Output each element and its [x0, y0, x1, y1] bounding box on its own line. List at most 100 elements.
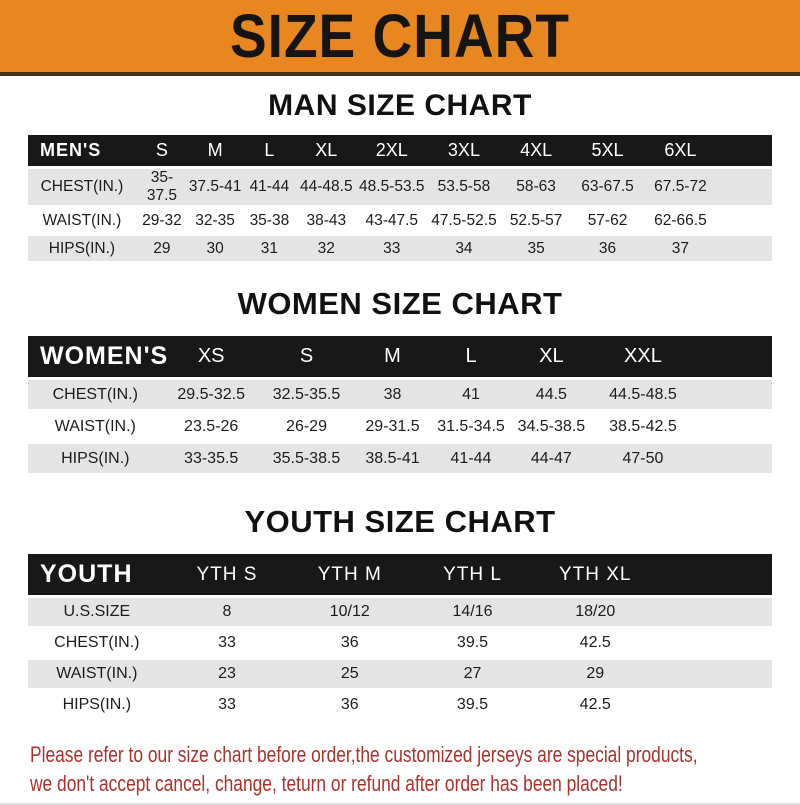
row-spacer [717, 208, 772, 233]
row-label: CHEST(IN.) [28, 629, 166, 657]
size-cell: 36 [288, 629, 412, 657]
size-cell: 25 [288, 660, 412, 688]
size-cell: 31.5-34.5 [431, 412, 511, 441]
table-row: CHEST(IN.) 33 36 39.5 42.5 [28, 629, 772, 657]
youth-size-chart-table: YOUTH YTH S YTH M YTH L YTH XL U.S.SIZE 8 10/12… [28, 551, 772, 722]
size-cell: 67.5-72 [643, 169, 718, 205]
size-cell: 29-32 [135, 208, 188, 233]
size-cell: 38.5-42.5 [592, 412, 694, 441]
table-row: WAIST(IN.) 23 25 27 29 [28, 660, 772, 688]
section-heading: YOUTH SIZE CHART [244, 504, 556, 539]
size-cell: 63-67.5 [571, 169, 644, 205]
table-row: HIPS(IN.) 33 36 39.5 42.5 [28, 691, 772, 719]
row-label: HIPS(IN.) [28, 444, 163, 473]
banner: SIZE CHART [0, 0, 800, 76]
banner-title: SIZE CHART [230, 0, 570, 71]
size-cell: 58-63 [500, 169, 572, 205]
size-cell: 29-31.5 [353, 412, 432, 441]
women-size-chart-table: WOMEN'S XS S M L XL XXL CHEST(IN.) 29.5-32.5 32.5… [28, 333, 772, 476]
size-cell: 35-38 [242, 208, 297, 233]
size-cell: 33 [356, 236, 428, 261]
size-cell: 38 [353, 380, 432, 409]
row-spacer [656, 691, 772, 719]
row-label: HIPS(IN.) [28, 236, 136, 261]
table-header: MEN'S S M L XL 2XL 3XL 4XL 5XL 6XL [28, 135, 772, 166]
group-label: MEN'S [28, 135, 136, 166]
size-cell: 23 [165, 660, 289, 688]
group-label: YOUTH [28, 554, 166, 595]
size-cell: 35 [500, 236, 572, 261]
column-header: 6XL [643, 135, 718, 166]
size-cell: 32-35 [187, 208, 243, 233]
size-cell: 48.5-53.5 [356, 169, 428, 205]
row-spacer [693, 412, 772, 441]
column-header: XL [296, 135, 357, 166]
column-header: 5XL [571, 135, 644, 166]
size-cell: 8 [165, 598, 289, 626]
size-cell: 44.5-48.5 [592, 380, 694, 409]
size-cell: 34 [427, 236, 501, 261]
size-cell: 47.5-52.5 [427, 208, 501, 233]
size-cell: 35-37.5 [135, 169, 188, 205]
man-size-chart-table: MEN'S S M L XL 2XL 3XL 4XL 5XL 6XL CHEST(IN.) 35-37… [28, 132, 772, 264]
size-cell: 23.5-26 [162, 412, 260, 441]
size-cell: 39.5 [411, 691, 534, 719]
column-header: L [242, 135, 297, 166]
row-label: WAIST(IN.) [28, 660, 166, 688]
size-cell: 41-44 [431, 444, 511, 473]
size-cell: 44-47 [510, 444, 593, 473]
section-heading: MAN SIZE CHART [268, 89, 532, 122]
row-label: WAIST(IN.) [28, 208, 136, 233]
row-label: CHEST(IN.) [28, 380, 163, 409]
size-cell: 62-66.5 [643, 208, 718, 233]
size-cell: 32.5-35.5 [259, 380, 354, 409]
header-spacer [656, 554, 772, 595]
column-header: 4XL [500, 135, 572, 166]
size-cell: 33 [165, 629, 289, 657]
size-cell: 32 [296, 236, 357, 261]
size-cell: 27 [411, 660, 534, 688]
row-spacer [656, 598, 772, 626]
column-header: 2XL [356, 135, 428, 166]
row-spacer [717, 236, 772, 261]
size-cell: 44-48.5 [296, 169, 357, 205]
size-cell: 14/16 [411, 598, 534, 626]
notice-line-1: Please refer to our size chart before or… [30, 742, 698, 767]
row-label: U.S.SIZE [28, 598, 166, 626]
size-cell: 42.5 [533, 629, 657, 657]
header-row: YOUTH YTH S YTH M YTH L YTH XL [28, 554, 772, 595]
table-row: HIPS(IN.) 29 30 31 32 33 34 35 36 37 [28, 236, 772, 261]
size-cell: 26-29 [259, 412, 354, 441]
column-header: YTH XL [533, 554, 657, 595]
size-cell: 29.5-32.5 [162, 380, 260, 409]
row-spacer [656, 629, 772, 657]
notice-line-2: we don't accept cancel, change, teturn o… [30, 771, 623, 796]
row-spacer [693, 444, 772, 473]
man-size-chart-section: MAN SIZE CHART MEN'S S M L XL 2XL 3XL 4XL 5XL 6XL C… [0, 91, 800, 264]
size-cell: 18/20 [533, 598, 657, 626]
column-header: XS [162, 336, 260, 377]
size-cell: 31 [242, 236, 297, 261]
footer-notice: Please refer to our size chart before or… [30, 740, 800, 798]
size-cell: 30 [187, 236, 243, 261]
row-label: WAIST(IN.) [28, 412, 163, 441]
size-cell: 36 [571, 236, 644, 261]
size-cell: 42.5 [533, 691, 657, 719]
column-header: S [135, 135, 188, 166]
table-header: WOMEN'S XS S M L XL XXL [28, 336, 772, 377]
header-spacer [717, 135, 772, 166]
size-cell: 43-47.5 [356, 208, 428, 233]
row-spacer [693, 380, 772, 409]
table-header: YOUTH YTH S YTH M YTH L YTH XL [28, 554, 772, 595]
table-row: HIPS(IN.) 33-35.5 35.5-38.5 38.5-41 41-44 44-… [28, 444, 772, 473]
header-row: MEN'S S M L XL 2XL 3XL 4XL 5XL 6XL [28, 135, 772, 166]
row-spacer [656, 660, 772, 688]
table-row: WAIST(IN.) 23.5-26 26-29 29-31.5 31.5-34.5 34… [28, 412, 772, 441]
size-cell: 29 [135, 236, 188, 261]
column-header: L [431, 336, 511, 377]
table-body: U.S.SIZE 8 10/12 14/16 18/20 CHEST(IN.) 33 36 39… [28, 598, 772, 719]
size-cell: 37.5-41 [187, 169, 243, 205]
group-label: WOMEN'S [28, 336, 167, 377]
size-cell: 41-44 [242, 169, 297, 205]
